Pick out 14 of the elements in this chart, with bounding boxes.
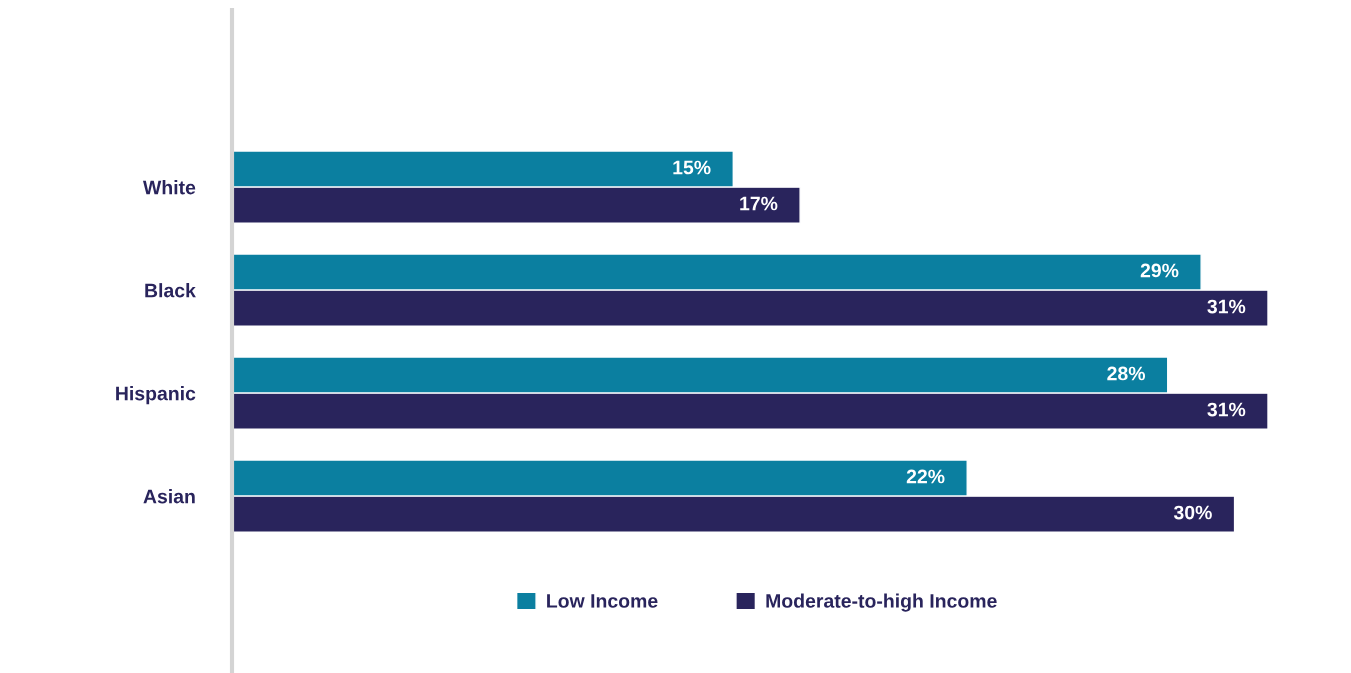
data-label: 29%	[1140, 263, 1179, 278]
y-tick-label: Asian	[143, 489, 195, 504]
data-label: 28%	[1107, 366, 1146, 381]
legend-label: Low Income	[547, 594, 658, 608]
data-label: 31%	[1207, 402, 1246, 417]
data-label: 17%	[740, 196, 778, 211]
data-label: 30%	[1173, 505, 1212, 520]
y-tick-label: White	[142, 180, 196, 195]
data-label: 15%	[673, 160, 711, 175]
y-tick-label: Hispanic	[116, 386, 196, 405]
data-label: 31%	[1207, 299, 1246, 314]
legend-label: Moderate-to-high Income	[766, 593, 997, 612]
y-tick-label: Black	[145, 283, 196, 298]
data-label: 22%	[906, 469, 945, 484]
